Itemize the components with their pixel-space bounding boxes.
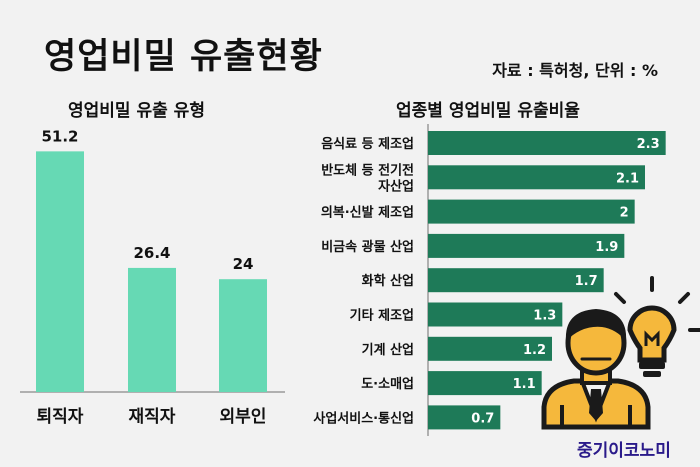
right-bar [428,405,501,430]
left-bar-chart: 51.2 퇴직자 26.4 재직자 24 외부인 [20,127,285,427]
left-category-label: 재직자 [129,407,176,427]
right-bar [428,131,666,155]
right-category-label: 사업서비스·통신업 [313,410,414,426]
right-bar-value-label: 0.7 [471,411,494,426]
right-category-label: 기계 산업 [362,342,414,358]
left-category-label: 외부인 [220,407,267,427]
right-bar-value-label: 1.1 [513,377,536,392]
left-bar [219,279,267,392]
right-category-label: 반도체 등 전기전 자산업 [321,162,414,194]
right-bar [428,233,625,258]
right-bar-value-label: 2 [620,206,629,221]
right-category-label: 비금속 광물 산업 [321,239,414,255]
businessman-icon [541,309,651,430]
right-bar-value-label: 1.7 [575,274,598,289]
right-category-label: 도·소매업 [361,377,414,392]
right-category-label: 화학 산업 [362,273,414,289]
right-bar [428,165,645,190]
left-bar-value-label: 51.2 [41,127,78,145]
left-bar-value-label: 26.4 [133,244,170,262]
right-bar-value-label: 2.3 [637,137,660,152]
right-bar-chart: 2.3 음식료 등 제조업 2.1 반도체 등 전기전 자산업 2 의복·신발 제조업 1.9… [313,124,666,436]
right-bar [428,336,552,361]
right-category-label: 의복·신발 제조업 [321,205,414,221]
source-note: 자료 : 특허청, 단위 : % [492,61,658,80]
right-chart-title: 업종별 영업비밀 유출비율 [396,101,580,121]
right-bar-value-label: 2.1 [616,171,639,186]
right-bar-value-label: 1.9 [595,240,618,255]
right-bar [428,199,635,224]
right-bar [428,302,563,327]
right-category-label: 기타 제조업 [350,308,414,324]
left-bar [128,267,176,392]
right-bar-value-label: 1.3 [533,309,556,324]
left-category-label: 퇴직자 [37,407,84,427]
brand-logo-text: 중기이코노미 [577,441,671,461]
right-bar [428,268,604,293]
right-category-label: 음식료 등 제조업 [321,136,414,152]
page-title: 영업비밀 유출현황 [44,37,323,77]
left-chart-title: 영업비밀 유출 유형 [68,101,205,121]
left-bar [36,151,84,392]
right-bar [428,371,542,396]
decorative-icons [541,276,700,430]
left-bar-value-label: 24 [233,255,254,273]
right-bar-value-label: 1.2 [523,343,546,358]
lightbulb-icon [600,276,700,377]
